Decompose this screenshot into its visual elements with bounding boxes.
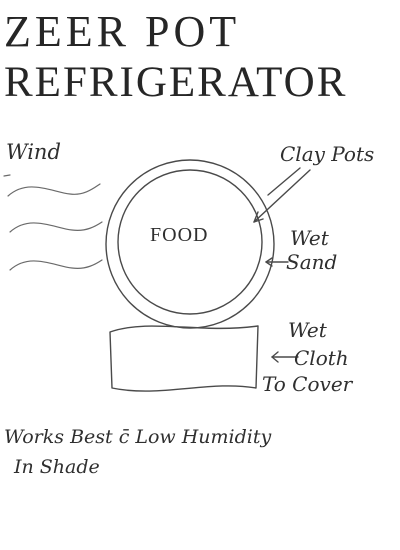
title-line-1: ZEER POT bbox=[4, 7, 241, 56]
wet-cloth-label-line-2: Cloth bbox=[294, 346, 349, 370]
wet-sand-label-line-1: Wet bbox=[290, 226, 329, 250]
wet-cloth-label-line-1: Wet bbox=[288, 318, 327, 342]
wet-cloth-arrow-icon bbox=[271, 351, 299, 363]
food-label: FOOD bbox=[150, 224, 209, 246]
note-line-2: In Shade bbox=[14, 456, 100, 478]
wet-cloth-icon bbox=[109, 325, 259, 392]
clay-pots-label: Clay Pots bbox=[280, 142, 375, 166]
wind-lines-icon bbox=[3, 174, 103, 271]
wet-sand-label-line-2: Sand bbox=[286, 250, 338, 274]
wet-sand-arrow-icon bbox=[265, 257, 289, 267]
wet-cloth-label-line-3: To Cover bbox=[262, 372, 353, 396]
title-line-2: REFRIGERATOR bbox=[4, 59, 348, 106]
note-line-1: Works Best c̄ Low Humidity bbox=[4, 426, 272, 448]
wind-label: Wind bbox=[6, 140, 61, 164]
clay-pots-arrow-icon bbox=[253, 167, 311, 223]
inner-clay-pot-icon bbox=[117, 169, 263, 315]
